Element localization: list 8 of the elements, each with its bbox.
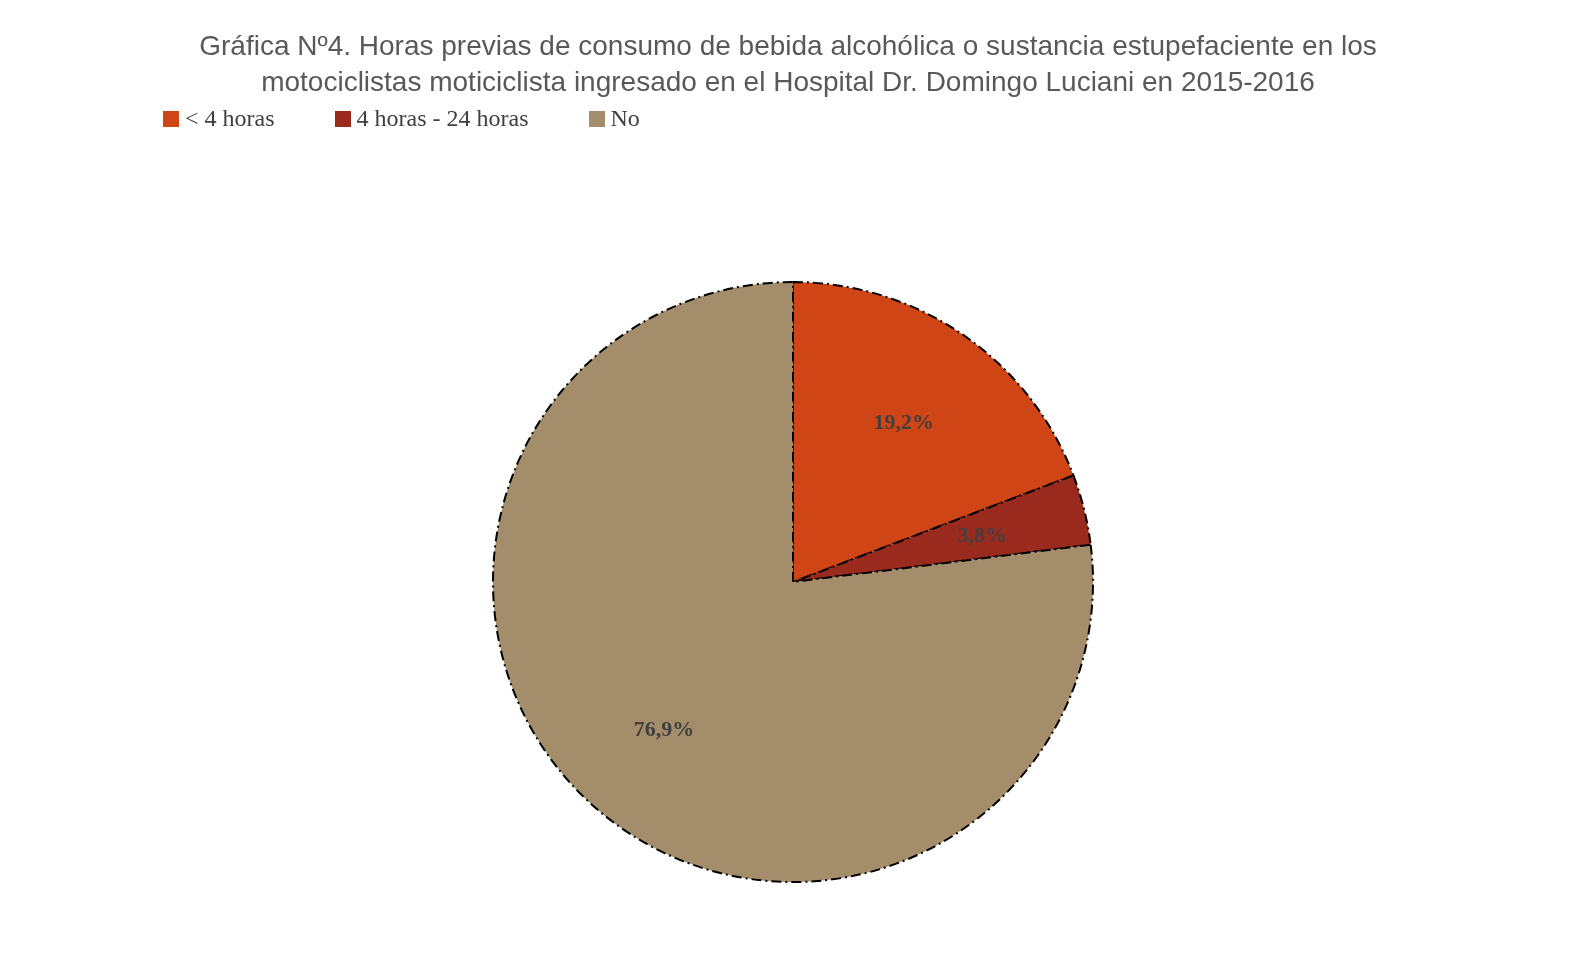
legend-label: No <box>609 105 640 132</box>
data-label: 19,2% <box>873 408 934 434</box>
legend-label: < 4 horas <box>184 105 275 132</box>
data-label: 3,8% <box>957 522 1007 548</box>
data-label: 76,9% <box>633 715 695 741</box>
pie-slice <box>492 281 1094 883</box>
chart-title: Gráfica Nº4. Horas previas de consumo de bebida alcohólica o sustancia estupefaciente en los motociclistas moticiclista ingresado en el Hospital Dr. Domingo Luciani en 2015-2016 <box>198 29 1378 99</box>
legend-label: 4 horas - 24 horas <box>355 105 529 132</box>
